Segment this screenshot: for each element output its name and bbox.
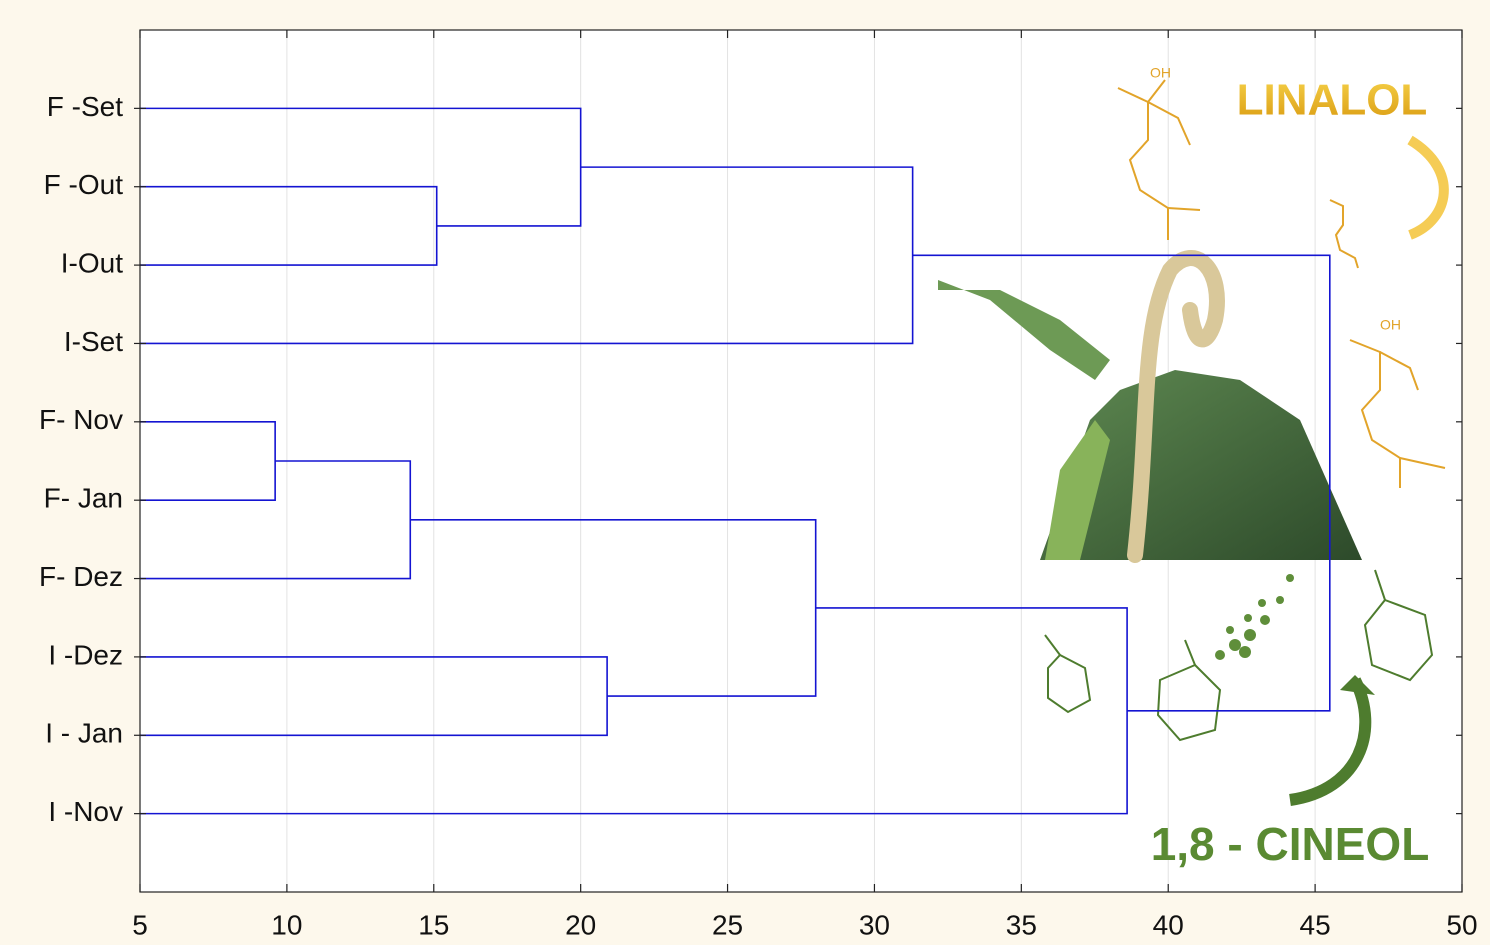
molecule-label: OH	[1380, 317, 1401, 333]
x-tick-label: 45	[1300, 909, 1331, 940]
x-tick-label: 35	[1006, 909, 1037, 940]
molecule-label: OH	[1150, 65, 1171, 81]
leaf-label: F- Dez	[39, 561, 123, 592]
annotation: LINALOL	[1237, 76, 1428, 125]
leaf-label: I-Out	[61, 247, 123, 278]
x-tick-label: 10	[271, 909, 302, 940]
leaf-label: I -Nov	[48, 796, 123, 827]
leaf-label: F- Jan	[44, 483, 123, 514]
x-tick-label: 20	[565, 909, 596, 940]
annotation: 1,8 - CINEOL	[1151, 818, 1430, 870]
chart: OH OH LINALOL 1,8 - CINEOL 5 10 15 20 25 30 35…	[0, 0, 1490, 945]
x-tick-label: 50	[1446, 909, 1477, 940]
x-tick-label: 15	[418, 909, 449, 940]
leaf-label: I-Set	[64, 326, 123, 357]
leaf-label: F -Out	[44, 169, 124, 200]
x-tick-label: 5	[132, 909, 148, 940]
leaf-label: I - Jan	[45, 718, 123, 749]
x-tick-label: 30	[859, 909, 890, 940]
leaf-label: F- Nov	[39, 404, 123, 435]
x-tick-label: 40	[1153, 909, 1184, 940]
leaf-label: F -Set	[47, 91, 123, 122]
leaf-label: I -Dez	[48, 639, 123, 670]
x-tick-label: 25	[712, 909, 743, 940]
